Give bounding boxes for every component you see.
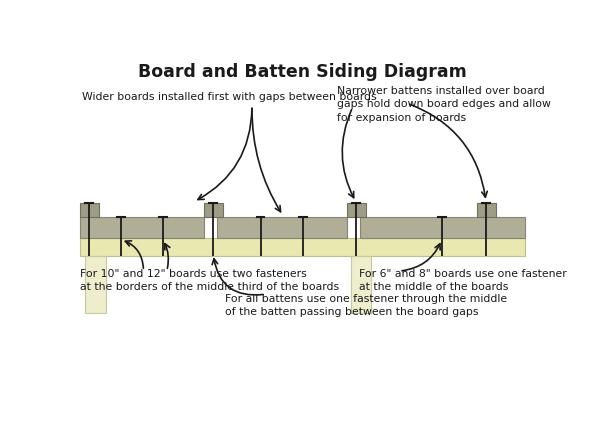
Bar [80,238,525,256]
Bar [346,203,366,217]
Text: Narrower battens installed over board
gaps hold down board edges and allow
for e: Narrower battens installed over board ga… [337,86,551,123]
Text: For 10" and 12" boards use two fasteners
at the borders of the middle third of t: For 10" and 12" boards use two fasteners… [80,269,339,292]
Text: For all battens use one fastener through the middle
of the batten passing betwee: For all battens use one fastener through… [225,294,507,317]
Bar [351,256,371,313]
Bar [217,217,346,238]
Text: Board and Batten Siding Diagram: Board and Batten Siding Diagram [138,63,467,81]
Text: Wider boards installed first with gaps between boards: Wider boards installed first with gaps b… [81,92,376,101]
Bar [477,203,496,217]
Bar [360,217,525,238]
Bar [80,203,99,217]
Text: For 6" and 8" boards use one fastener
at the middle of the boards: For 6" and 8" boards use one fastener at… [359,269,567,292]
Bar [204,203,224,217]
Bar [80,217,204,238]
Bar [86,256,106,313]
